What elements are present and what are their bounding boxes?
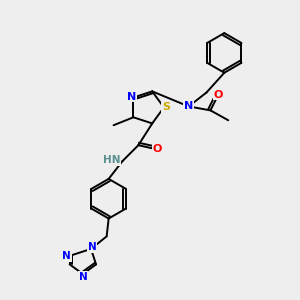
- Text: O: O: [214, 89, 223, 100]
- Text: S: S: [162, 102, 170, 112]
- Text: N: N: [127, 92, 136, 101]
- Text: HN: HN: [103, 155, 121, 165]
- Text: N: N: [62, 251, 71, 261]
- Text: N: N: [184, 101, 193, 111]
- Text: O: O: [152, 144, 162, 154]
- Text: N: N: [88, 242, 96, 252]
- Text: N: N: [79, 272, 87, 282]
